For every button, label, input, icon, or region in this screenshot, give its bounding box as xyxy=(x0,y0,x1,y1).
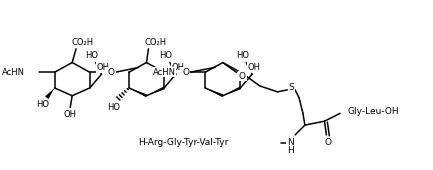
Text: OH: OH xyxy=(97,63,110,72)
Text: HO: HO xyxy=(36,100,49,109)
Text: O: O xyxy=(108,68,115,77)
Text: S: S xyxy=(288,83,294,92)
Text: HO: HO xyxy=(159,51,173,60)
Text: OH: OH xyxy=(171,63,184,72)
Text: CO₂H: CO₂H xyxy=(144,38,166,47)
Polygon shape xyxy=(205,88,223,97)
Text: AcHN: AcHN xyxy=(153,68,176,77)
Text: AcHN: AcHN xyxy=(2,68,25,77)
Text: H-Arg-Gly-Tyr-Val-Tyr: H-Arg-Gly-Tyr-Val-Tyr xyxy=(138,138,229,147)
Polygon shape xyxy=(223,87,241,96)
Text: HO: HO xyxy=(236,51,249,60)
Text: HO: HO xyxy=(85,51,98,60)
Text: OH: OH xyxy=(64,110,77,119)
Text: Gly-Leu-OH: Gly-Leu-OH xyxy=(348,107,399,116)
Polygon shape xyxy=(129,88,147,97)
Text: O: O xyxy=(325,138,332,147)
Polygon shape xyxy=(146,87,165,96)
Text: OH: OH xyxy=(248,63,261,72)
Text: O: O xyxy=(239,72,246,81)
Text: N: N xyxy=(287,138,294,147)
Text: O: O xyxy=(182,68,189,77)
Text: H: H xyxy=(287,146,294,155)
Text: CO₂H: CO₂H xyxy=(72,38,94,47)
Text: HO: HO xyxy=(107,103,120,112)
Polygon shape xyxy=(45,88,55,99)
